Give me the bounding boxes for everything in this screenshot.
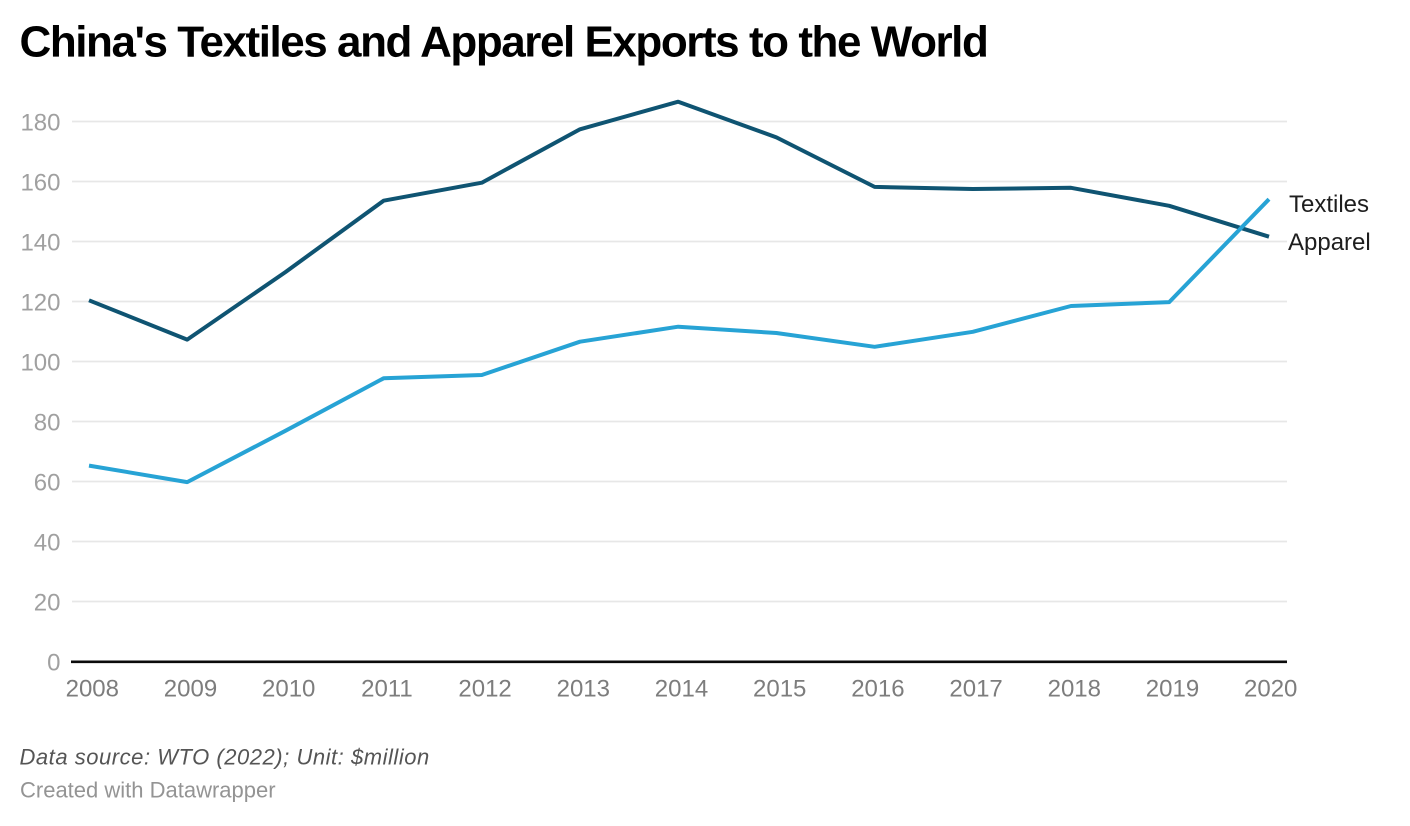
svg-text:2016: 2016	[851, 676, 904, 703]
svg-text:20: 20	[34, 590, 61, 617]
svg-text:160: 160	[20, 170, 60, 197]
svg-text:0: 0	[47, 650, 60, 677]
svg-text:2019: 2019	[1146, 676, 1199, 703]
svg-text:2020: 2020	[1244, 676, 1297, 703]
svg-text:Textiles: Textiles	[1289, 191, 1369, 218]
svg-text:Created with Datawrapper: Created with Datawrapper	[20, 778, 276, 803]
svg-text:China's Textiles and Apparel E: China's Textiles and Apparel Exports to …	[20, 18, 988, 67]
svg-text:80: 80	[34, 410, 61, 437]
svg-text:60: 60	[34, 470, 61, 497]
svg-text:Data source: WTO (2022); Unit:: Data source: WTO (2022); Unit: $million	[20, 744, 430, 769]
svg-text:2015: 2015	[753, 676, 806, 703]
svg-text:140: 140	[20, 230, 60, 257]
svg-text:2013: 2013	[557, 676, 610, 703]
svg-text:120: 120	[20, 290, 60, 317]
svg-text:2008: 2008	[66, 676, 119, 703]
svg-text:2011: 2011	[361, 676, 413, 703]
svg-text:100: 100	[20, 350, 60, 377]
svg-text:180: 180	[20, 110, 60, 137]
svg-text:2014: 2014	[655, 676, 708, 703]
svg-text:2018: 2018	[1048, 676, 1101, 703]
svg-text:40: 40	[34, 530, 61, 557]
svg-text:2009: 2009	[164, 676, 217, 703]
svg-text:2012: 2012	[458, 676, 511, 703]
svg-text:2010: 2010	[262, 676, 315, 703]
svg-text:Apparel: Apparel	[1288, 229, 1371, 256]
svg-text:2017: 2017	[949, 676, 1002, 703]
